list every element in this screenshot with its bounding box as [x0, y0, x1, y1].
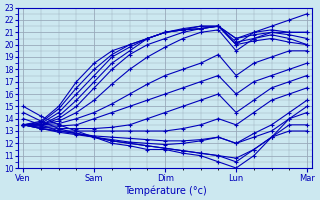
X-axis label: Température (°c): Température (°c) [124, 185, 206, 196]
